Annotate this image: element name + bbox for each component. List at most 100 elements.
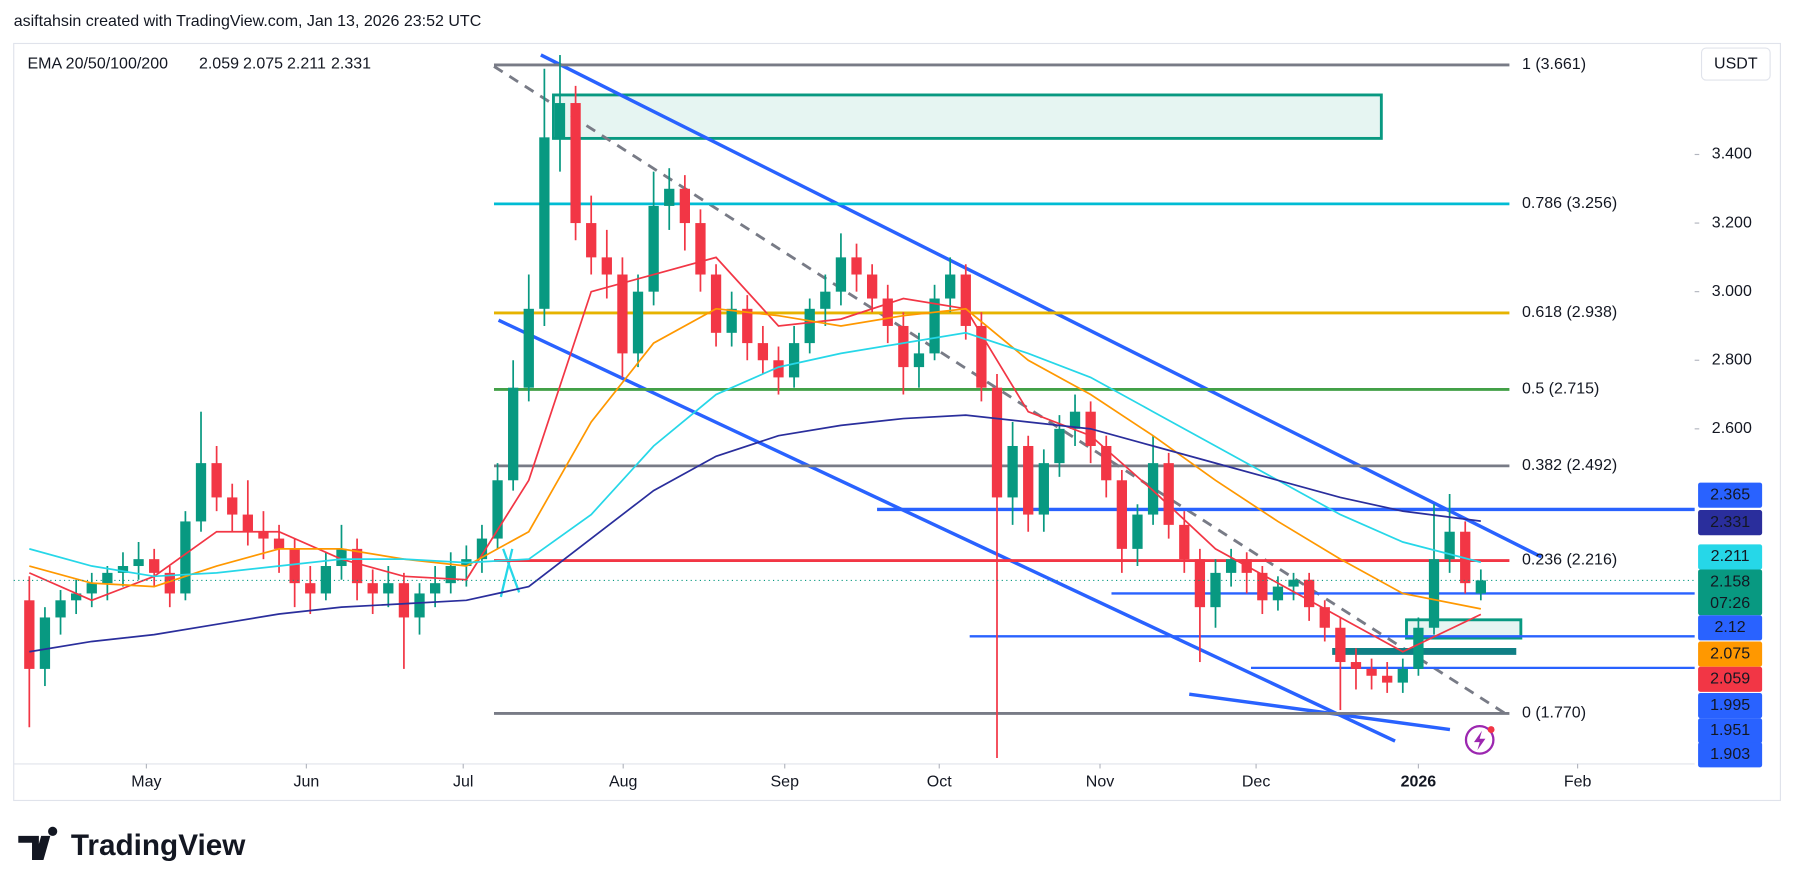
cross-mark [502, 548, 521, 593]
price-badge [1698, 742, 1763, 768]
candle-body [133, 559, 144, 567]
candle-body [648, 205, 659, 292]
candle-body [383, 583, 394, 594]
candle-body [1428, 559, 1440, 628]
candle-body [1382, 675, 1393, 683]
alert-bolt [1473, 730, 1486, 751]
fib-label: 0.5 (2.715) [1522, 381, 1599, 398]
currency: USDT [1714, 55, 1758, 72]
candle-body [24, 600, 35, 669]
candle-body [1335, 627, 1346, 663]
candle-body [788, 343, 800, 378]
price-badge-label: 1.903 [1710, 746, 1750, 763]
candle-body [960, 274, 971, 326]
ema-line [29, 414, 1481, 653]
candle-body [1163, 463, 1174, 525]
fib-label: 0.236 (2.216) [1522, 552, 1617, 569]
candle-body [336, 548, 347, 567]
candle-body [320, 566, 332, 594]
x-tick-label: Oct [927, 773, 952, 790]
candle-body [945, 274, 956, 299]
ema-value: 2.331 [331, 55, 371, 72]
ema-line [29, 307, 1482, 610]
price-badge-label: 2.158 [1710, 573, 1750, 590]
price-badge-label: 1.951 [1710, 722, 1750, 739]
watermark: TradingView [71, 829, 246, 862]
candle-body [1444, 531, 1455, 560]
candle-body [55, 600, 66, 618]
ema-line [28, 256, 1482, 653]
chart-frame [13, 42, 1781, 802]
y-tick-label: 2.600 [1712, 420, 1752, 437]
candle-body [601, 257, 612, 275]
candle-body [1397, 668, 1408, 683]
candle-body [1069, 411, 1081, 429]
x-tick-label: Jul [453, 773, 473, 790]
price-badge [1698, 569, 1763, 616]
candle-body [273, 538, 285, 549]
price-badge [1698, 482, 1763, 508]
candle-body [492, 480, 503, 539]
currency-box [1700, 47, 1771, 81]
candle-body [242, 514, 253, 532]
alert-icon[interactable] [1464, 725, 1495, 755]
price-badge-label: 2.059 [1710, 670, 1750, 687]
candle-body [851, 257, 862, 275]
y-tick-label: 3.400 [1712, 146, 1752, 163]
x-tick-label: May [131, 773, 161, 790]
candle-body [664, 188, 675, 206]
candle-body [195, 463, 207, 522]
price-badge [1698, 666, 1763, 692]
price-marks [13, 55, 1695, 759]
candle-body [508, 387, 519, 481]
candle-body [476, 538, 488, 560]
candle-body [1319, 607, 1330, 628]
candle-body [898, 325, 909, 368]
candle-body [1366, 668, 1377, 676]
price-badge [1698, 692, 1763, 719]
candle-body [710, 274, 722, 333]
candle-body [1101, 445, 1112, 481]
cross-mark [499, 548, 514, 598]
candle-body [913, 353, 925, 368]
logo-icon [18, 826, 58, 860]
x-tick-label: Jun [293, 773, 319, 790]
price-badge [1698, 544, 1763, 570]
candle-body [976, 325, 987, 388]
alert-dot [1487, 726, 1495, 734]
supply-zone [552, 93, 1383, 140]
x-tick-label: Feb [1564, 773, 1592, 790]
candle-body [1257, 572, 1268, 601]
header: asiftahsin created with TradingView.com,… [14, 13, 482, 30]
candle-body [180, 521, 191, 594]
candle-body [1288, 579, 1299, 587]
y-tick-label: 2.800 [1712, 351, 1752, 368]
candle-body [149, 559, 160, 573]
x-tick-label: Sep [771, 773, 800, 790]
candle-body [1132, 514, 1143, 549]
candle-body [164, 572, 175, 594]
price-badge [1698, 510, 1763, 536]
candle-body [757, 343, 769, 361]
candle-body [1007, 445, 1018, 498]
candle-body [570, 103, 581, 224]
candle-body [1054, 428, 1065, 464]
candle-body [1413, 627, 1424, 669]
x-tick-label: Aug [609, 773, 637, 790]
price-badge-label: 2.211 [1711, 548, 1750, 565]
candle-body [1038, 463, 1049, 515]
candle-body [726, 308, 737, 333]
indicator-title: EMA 20/50/100/200 [27, 55, 168, 72]
candle-body [39, 617, 51, 669]
candle-body [820, 291, 831, 309]
candle-body [882, 298, 893, 326]
candle-body [539, 137, 550, 309]
ema-value: 2.075 [243, 55, 283, 72]
candle-body [835, 257, 847, 292]
candle-body [305, 583, 316, 594]
price-badge [1698, 718, 1763, 744]
candle-body [586, 223, 597, 258]
candle-body [445, 566, 456, 584]
